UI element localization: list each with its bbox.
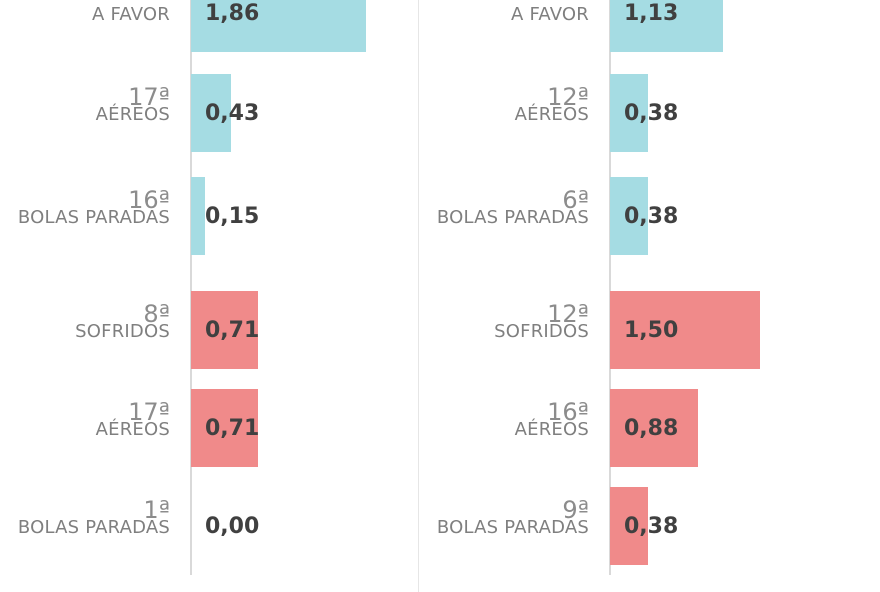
bar-sofridos [610, 291, 760, 369]
rank-label: 12ª [547, 300, 589, 328]
value-label: 0,15 [205, 204, 260, 229]
rank-label: 9ª [562, 496, 589, 524]
rank-label: 17ª [128, 398, 170, 426]
panel-divider [418, 0, 419, 592]
value-label: 0,71 [205, 416, 260, 441]
rank-label: 1ª [143, 496, 170, 524]
rank-label: 16ª [128, 186, 170, 214]
bar-favor [191, 0, 366, 52]
category-label: SOFRIDOS [75, 321, 170, 342]
category-label: BOLAS PARADAS [17, 207, 170, 228]
value-label: 0,88 [624, 416, 679, 441]
value-label: 1,50 [624, 318, 679, 343]
value-label: 0,38 [624, 204, 679, 229]
bar-sofridos [191, 389, 258, 467]
value-label: 1,13 [624, 1, 679, 26]
value-label: 0,38 [624, 514, 679, 539]
category-label: BOLAS PARADAS [17, 517, 170, 538]
category-label: SOFRIDOS [494, 321, 589, 342]
category-label: AÉREOS [95, 104, 170, 125]
rank-label: 6ª [562, 186, 589, 214]
rank-label: 16ª [547, 398, 589, 426]
category-label: AÉREOS [514, 419, 589, 440]
rank-label: 17ª [128, 83, 170, 111]
rank-label: 12ª [547, 83, 589, 111]
bar-favor [610, 74, 648, 152]
category-label: A FAVOR [511, 4, 589, 25]
value-label: 0,38 [624, 101, 679, 126]
bar-favor [191, 177, 205, 255]
bar-favor [610, 177, 648, 255]
value-label: 0,00 [205, 514, 260, 539]
category-label: AÉREOS [514, 104, 589, 125]
rank-label: 8ª [143, 300, 170, 328]
bar-sofridos [191, 291, 258, 369]
value-label: 0,43 [205, 101, 260, 126]
bar-favor [191, 74, 231, 152]
bar-favor [610, 0, 723, 52]
value-label: 0,71 [205, 318, 260, 343]
value-label: 1,86 [205, 1, 260, 26]
bar-sofridos [610, 487, 648, 565]
chart-1-axis [190, 0, 192, 575]
category-label: BOLAS PARADAS [436, 517, 589, 538]
category-label: AÉREOS [95, 419, 170, 440]
bar-sofridos [610, 389, 698, 467]
category-label: BOLAS PARADAS [436, 207, 589, 228]
chart-2-axis [609, 0, 611, 575]
category-label: A FAVOR [92, 4, 170, 25]
